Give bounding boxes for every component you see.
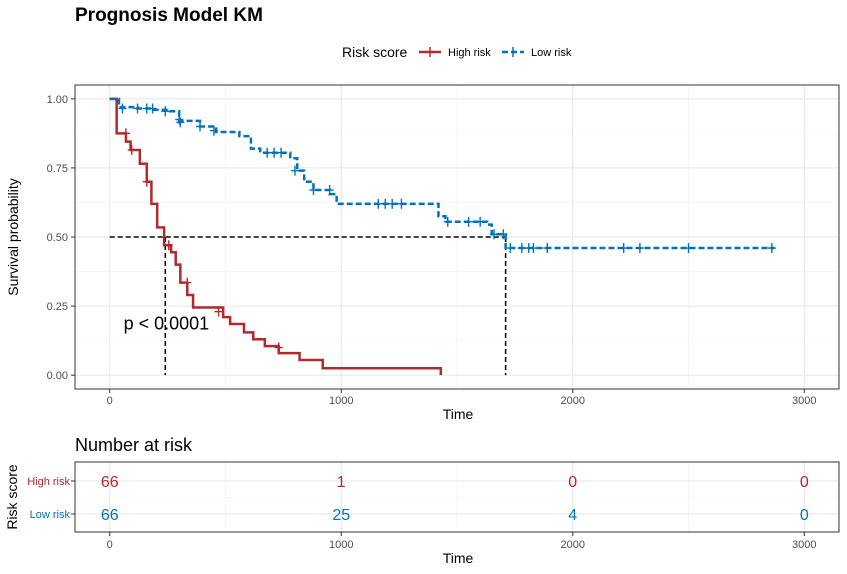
- censor-mark-low-risk: [767, 243, 776, 254]
- risk-count-low-risk: 4: [568, 507, 577, 524]
- censor-mark-low-risk: [263, 147, 272, 158]
- y-tick-label: 0.00: [47, 370, 68, 382]
- censor-mark-low-risk: [176, 117, 185, 128]
- censor-mark-low-risk: [148, 103, 157, 114]
- censor-mark-low-risk: [499, 229, 508, 240]
- censor-mark-low-risk: [290, 165, 299, 176]
- censor-mark-high-risk: [142, 176, 151, 187]
- y-tick-label: 0.25: [47, 301, 68, 313]
- censor-mark-low-risk: [619, 243, 628, 254]
- censor-mark-low-risk: [381, 198, 390, 209]
- y-tick-label: 0.75: [47, 163, 68, 175]
- legend-label-low-risk: Low risk: [531, 47, 572, 59]
- censor-mark-low-risk: [476, 216, 485, 227]
- risk-x-tick-label: 0: [107, 539, 113, 551]
- censor-mark-low-risk: [490, 229, 499, 240]
- risk-count-low-risk: 66: [101, 507, 119, 524]
- risk-table-panel: 0 1000 2000 3000 High risk 66 1 0 0 Low risk 66 25 4…: [27, 461, 840, 551]
- censor-mark-low-risk: [277, 147, 286, 158]
- censor-mark-low-risk: [506, 243, 515, 254]
- censor-mark-low-risk: [543, 243, 552, 254]
- chart-title: Prognosis Model KM: [75, 5, 263, 26]
- legend-label-high-risk: High risk: [448, 47, 491, 59]
- censor-mark-low-risk: [388, 198, 397, 209]
- x-tick-label: 2000: [561, 395, 585, 407]
- x-tick-label: 1000: [329, 395, 353, 407]
- censor-mark-low-risk: [635, 243, 644, 254]
- censor-mark-high-risk: [121, 128, 130, 139]
- legend-item-low-risk: Low risk: [502, 47, 572, 59]
- censor-mark-low-risk: [443, 216, 452, 227]
- censor-mark-low-risk: [196, 121, 205, 132]
- risk-count-high-risk: 1: [337, 474, 346, 491]
- censor-mark-high-risk: [164, 240, 173, 251]
- censor-mark-low-risk: [529, 243, 538, 254]
- censor-mark-high-risk: [214, 306, 223, 317]
- y-axis-title: Survival probability: [5, 178, 21, 296]
- censor-mark-low-risk: [464, 216, 473, 227]
- risk-count-low-risk: 25: [332, 507, 350, 524]
- censor-mark-low-risk: [175, 114, 184, 125]
- censor-mark-low-risk: [397, 198, 406, 209]
- censor-mark-low-risk: [209, 125, 218, 136]
- risk-table-title: Number at risk: [75, 435, 193, 455]
- p-value-annotation: p < 0.0001: [124, 314, 210, 334]
- risk-count-high-risk: 0: [800, 474, 809, 491]
- risk-x-tick-label: 3000: [792, 539, 816, 551]
- y-tick-label: 1.00: [47, 94, 68, 106]
- censor-mark-high-risk: [183, 277, 192, 288]
- legend-title: Risk score: [342, 44, 408, 60]
- risk-table-y-axis-title: Risk score: [4, 464, 20, 530]
- x-axis-title: Time: [443, 406, 474, 422]
- legend: Risk score High risk Low risk: [342, 44, 572, 60]
- risk-count-high-risk: 0: [568, 474, 577, 491]
- survival-curve-low-risk: [109, 97, 775, 250]
- censor-mark-high-risk: [127, 144, 136, 155]
- censor-mark-high-risk: [274, 342, 283, 353]
- censor-mark-low-risk: [325, 185, 334, 196]
- risk-count-low-risk: 0: [800, 507, 809, 524]
- risk-row-label-low-risk: Low risk: [30, 509, 71, 521]
- censor-mark-low-risk: [309, 185, 318, 196]
- risk-count-high-risk: 66: [101, 474, 119, 491]
- legend-item-high-risk: High risk: [419, 47, 491, 59]
- risk-row-label-high-risk: High risk: [27, 476, 70, 488]
- risk-table-border: [74, 461, 840, 533]
- censor-mark-low-risk: [118, 103, 127, 114]
- censor-mark-low-risk: [517, 243, 526, 254]
- x-tick-label: 0: [107, 395, 113, 407]
- censor-mark-low-risk: [270, 147, 279, 158]
- censor-mark-low-risk: [161, 106, 170, 117]
- censor-mark-low-risk: [374, 198, 383, 209]
- risk-x-tick-label: 1000: [329, 539, 353, 551]
- censor-mark-low-risk: [133, 103, 142, 114]
- x-tick-label: 3000: [792, 395, 816, 407]
- censor-mark-low-risk: [684, 243, 693, 254]
- risk-x-tick-label: 2000: [561, 539, 585, 551]
- risk-table-x-axis-title: Time: [443, 550, 474, 566]
- y-tick-label: 0.50: [47, 232, 68, 244]
- km-plot-panel: 0 1000 2000 3000 0.00 0.25 0.50 0.75 1.00 p < 0.0…: [47, 84, 840, 407]
